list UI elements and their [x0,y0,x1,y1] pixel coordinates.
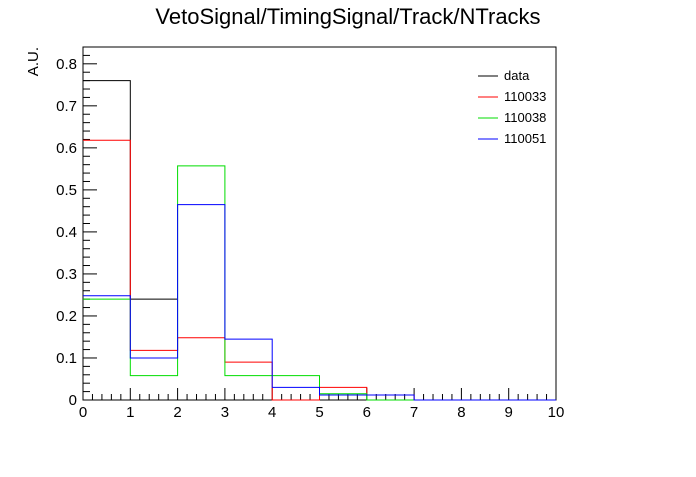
plot-area: 0 1 2 3 4 5 6 7 8 9 10 0 0.1 0.2 0.3 0.4 0.5 0.6 0.7 0.8 [56,46,565,421]
chart-title: VetoSignal/TimingSignal/Track/NTracks [155,4,540,29]
x-tick-label: 8 [457,404,465,421]
y-tick-label: 0.7 [56,98,77,115]
x-tick-label: 0 [79,404,87,421]
y-tick-label: 0.8 [56,56,77,73]
y-axis-label: A.U. [25,47,42,76]
legend: data 110033 110038 110051 [478,68,546,146]
legend-label-110038: 110038 [504,110,546,125]
x-tick-label: 1 [126,404,134,421]
x-tick-label: 6 [363,404,371,421]
series-line-110038 [83,165,556,401]
legend-label-110051: 110051 [504,131,546,146]
x-tick-label: 2 [173,404,181,421]
x-tick-label: 7 [410,404,418,421]
series-line-110051 [83,204,556,401]
series-line-110033 [83,139,556,401]
plot-frame [82,46,557,401]
y-tick-label: 0.5 [56,182,77,199]
y-tick-label: 0.3 [56,266,77,283]
x-tick-label: 9 [505,404,513,421]
y-tick-label: 0.4 [56,224,77,241]
legend-label-110033: 110033 [504,89,546,104]
y-tick-label: 0.1 [56,350,77,367]
y-tick-label: 0.2 [56,308,77,325]
legend-label-data: data [504,68,530,83]
x-tick-label: 10 [548,404,565,421]
x-tick-label: 3 [221,404,229,421]
x-tick-label: 4 [268,404,276,421]
y-tick-label: 0.6 [56,140,77,157]
x-tick-label: 5 [315,404,323,421]
y-tick-label: 0 [69,392,77,409]
